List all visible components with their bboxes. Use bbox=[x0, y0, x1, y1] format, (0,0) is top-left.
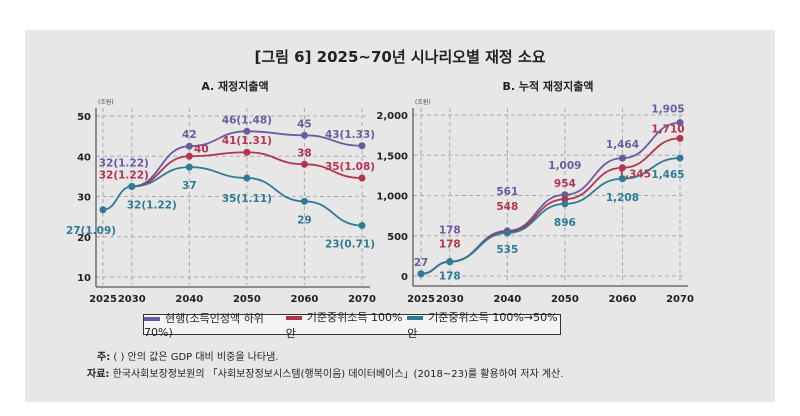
data-label: 1,345 bbox=[618, 169, 651, 181]
series-line bbox=[420, 121, 681, 275]
data-point bbox=[300, 131, 308, 139]
data-point bbox=[300, 160, 308, 168]
data-point bbox=[618, 164, 626, 172]
x-tick-label: 2025 bbox=[89, 294, 117, 305]
data-label: 896 bbox=[554, 217, 576, 229]
data-label: 23(0.71) bbox=[325, 238, 375, 250]
unit-label: (조원) bbox=[415, 98, 431, 106]
figure-title: [그림 6] 2025~70년 시나리오별 재정 소요 bbox=[254, 48, 546, 66]
y-tick-label: 10 bbox=[77, 273, 91, 284]
data-label: 46(1.48) bbox=[222, 114, 272, 126]
data-label: 535 bbox=[496, 244, 518, 256]
x-tick-label: 2040 bbox=[175, 294, 203, 305]
data-point bbox=[243, 127, 251, 135]
data-label: 954 bbox=[554, 178, 576, 190]
data-point bbox=[618, 175, 626, 183]
data-point bbox=[561, 200, 569, 208]
data-point bbox=[99, 206, 107, 214]
data-point bbox=[676, 134, 684, 142]
y-tick-label: 2,000 bbox=[376, 111, 408, 122]
x-tick-label: 2040 bbox=[493, 294, 521, 305]
y-tick-label: 1,500 bbox=[376, 151, 408, 162]
data-point bbox=[417, 270, 425, 278]
data-label: 1,905 bbox=[651, 104, 684, 116]
legend-swatch bbox=[144, 317, 160, 321]
data-label: 35(1.11) bbox=[222, 193, 272, 205]
x-tick-label: 2070 bbox=[666, 294, 694, 305]
data-label: 35(1.08) bbox=[325, 161, 375, 173]
y-tick-label: 20 bbox=[77, 233, 91, 244]
legend-item-current: 현행(소득인정액 하위 70%) bbox=[144, 312, 264, 339]
y-tick-label: 40 bbox=[77, 152, 91, 163]
y-tick-label: 30 bbox=[77, 193, 91, 204]
data-label: 548 bbox=[496, 201, 518, 213]
data-label: 32(1.22) bbox=[99, 157, 149, 169]
data-point bbox=[358, 221, 366, 229]
unit-label: (조원) bbox=[98, 98, 114, 106]
data-label: 40 bbox=[194, 143, 209, 155]
data-point bbox=[618, 154, 626, 162]
y-tick-label: 50 bbox=[77, 112, 91, 123]
x-tick-label: 2050 bbox=[233, 294, 261, 305]
x-tick-label: 2050 bbox=[551, 294, 579, 305]
data-label: 1,465 bbox=[651, 169, 684, 181]
x-tick-label: 2030 bbox=[436, 294, 464, 305]
note: 주: ( ) 안의 값은 GDP 대비 비중을 나타냄. bbox=[97, 352, 279, 363]
data-label: 45 bbox=[297, 118, 312, 130]
data-point bbox=[358, 174, 366, 182]
data-point bbox=[676, 119, 684, 127]
legend-item-median100: 기준중위소득 100% 안 bbox=[285, 310, 403, 340]
data-point bbox=[300, 197, 308, 205]
legend-swatch bbox=[407, 315, 424, 320]
data-label: 1,464 bbox=[606, 139, 639, 151]
y-tick-label: 500 bbox=[387, 232, 408, 243]
data-label: 27 bbox=[414, 257, 429, 269]
data-label: 32(1.22) bbox=[99, 169, 149, 181]
data-point bbox=[503, 229, 511, 237]
data-point bbox=[185, 142, 193, 150]
subplot-title: B. 누적 재정지출액 bbox=[502, 79, 593, 93]
data-label: 42 bbox=[182, 129, 197, 141]
subplot-title: A. 재정지출액 bbox=[201, 79, 268, 93]
data-label: 27(1.09) bbox=[66, 225, 116, 237]
data-point bbox=[185, 163, 193, 171]
data-label: 43(1.33) bbox=[325, 129, 375, 141]
data-label: 178 bbox=[439, 239, 461, 251]
x-tick-label: 2060 bbox=[609, 294, 637, 305]
legend: 현행(소득인정액 하위 70%) 기준중위소득 100% 안 기준중위소득 10… bbox=[143, 311, 561, 340]
data-point bbox=[185, 152, 193, 160]
data-label: 32(1.22) bbox=[127, 199, 177, 211]
data-label: 41(1.31) bbox=[222, 135, 272, 147]
data-label: 178 bbox=[439, 225, 461, 237]
x-tick-label: 2060 bbox=[291, 294, 319, 305]
data-label: 38 bbox=[297, 147, 312, 159]
data-point bbox=[243, 174, 251, 182]
data-point bbox=[128, 182, 136, 190]
data-point bbox=[676, 154, 684, 162]
data-label: 1,009 bbox=[548, 160, 581, 172]
x-tick-label: 2070 bbox=[348, 294, 376, 305]
source: 자료: 한국사회보장정보원의 「사회보장정보시스템(행복이음) 데이터베이스」(… bbox=[87, 369, 564, 380]
data-point bbox=[358, 142, 366, 150]
legend-item-median100-50: 기준중위소득 100%→50% 안 bbox=[407, 310, 558, 340]
data-label: 561 bbox=[496, 186, 518, 198]
y-tick-label: 0 bbox=[401, 272, 408, 283]
legend-swatch bbox=[285, 315, 302, 320]
x-tick-label: 2030 bbox=[118, 294, 146, 305]
data-label: 1,208 bbox=[606, 192, 639, 204]
y-tick-label: 1,000 bbox=[376, 192, 408, 203]
data-label: 1,710 bbox=[651, 123, 684, 135]
x-tick-label: 2025 bbox=[407, 294, 435, 305]
data-label: 29 bbox=[297, 214, 312, 226]
data-point bbox=[446, 258, 454, 266]
figure-panel bbox=[25, 30, 775, 402]
data-label: 178 bbox=[439, 271, 461, 283]
data-label: 37 bbox=[182, 180, 197, 192]
data-point bbox=[243, 148, 251, 156]
